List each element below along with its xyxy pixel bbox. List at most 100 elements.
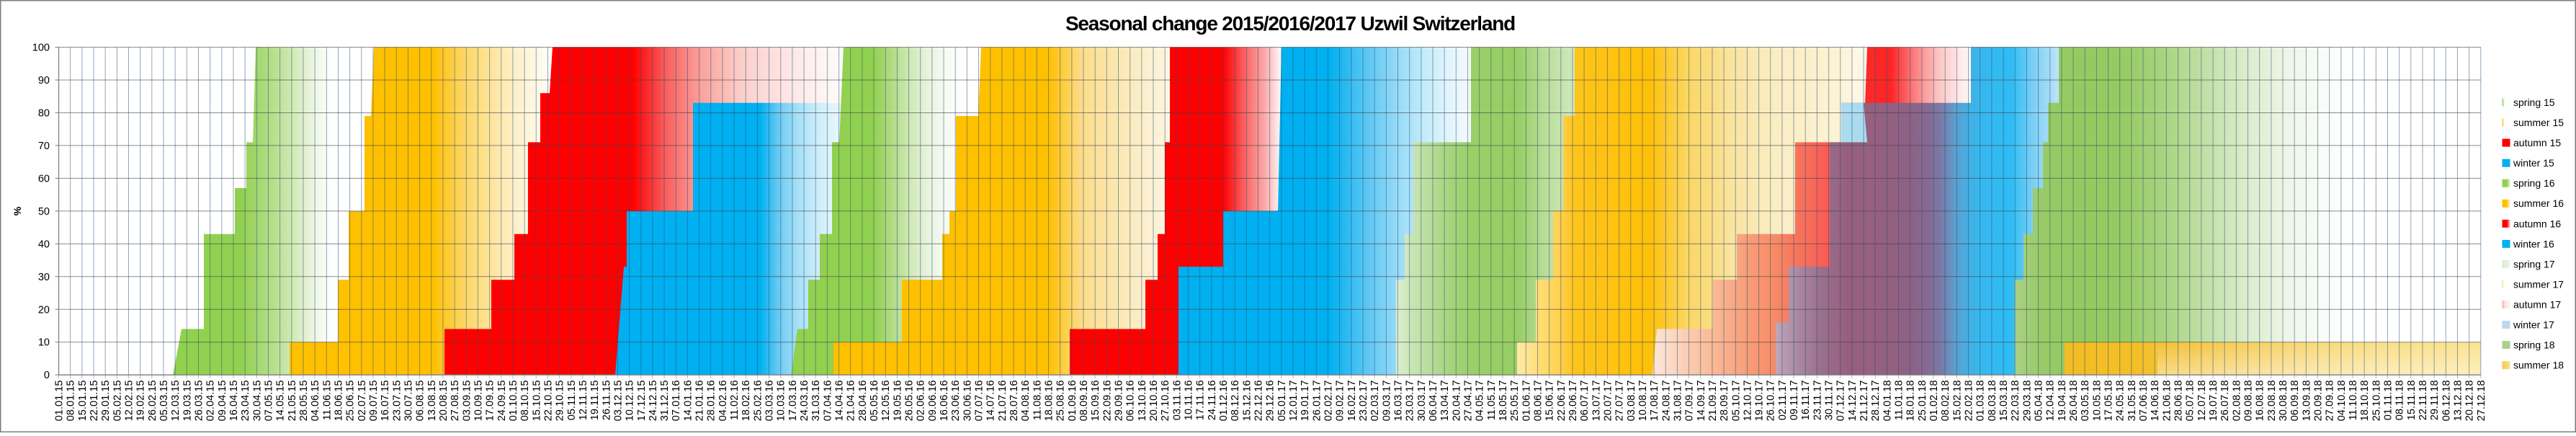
svg-text:04.05.17: 04.05.17 <box>1475 381 1486 422</box>
svg-text:30.03.17: 30.03.17 <box>1416 381 1428 422</box>
svg-text:19.01.17: 19.01.17 <box>1300 381 1311 422</box>
svg-text:30.04.15: 30.04.15 <box>251 381 263 422</box>
svg-text:07.01.16: 07.01.16 <box>671 381 682 422</box>
svg-text:27.12.18: 27.12.18 <box>2476 381 2487 422</box>
svg-text:winter 17: winter 17 <box>2513 319 2554 331</box>
svg-text:07.07.16: 07.07.16 <box>974 381 985 422</box>
svg-text:01.03.18: 01.03.18 <box>1975 381 1987 422</box>
svg-text:02.07.15: 02.07.15 <box>357 381 368 422</box>
svg-text:02.03.17: 02.03.17 <box>1369 381 1381 422</box>
svg-text:18.08.16: 18.08.16 <box>1044 381 1055 422</box>
svg-text:19.03.15: 19.03.15 <box>182 381 193 422</box>
svg-text:90: 90 <box>38 75 50 86</box>
svg-text:0: 0 <box>44 370 50 381</box>
svg-text:23.07.15: 23.07.15 <box>391 381 403 422</box>
svg-text:01.01.15: 01.01.15 <box>54 381 66 422</box>
svg-text:25.05.17: 25.05.17 <box>1509 381 1521 422</box>
svg-text:28.06.18: 28.06.18 <box>2173 381 2185 422</box>
svg-text:19.05.16: 19.05.16 <box>892 381 903 422</box>
svg-text:08.09.16: 08.09.16 <box>1078 381 1090 422</box>
svg-text:09.02.17: 09.02.17 <box>1335 381 1346 422</box>
svg-text:09.03.17: 09.03.17 <box>1381 381 1392 422</box>
svg-text:11.10.18: 11.10.18 <box>2348 381 2359 421</box>
svg-text:19.11.15: 19.11.15 <box>589 381 601 421</box>
svg-text:31.03.16: 31.03.16 <box>810 381 822 422</box>
svg-text:20: 20 <box>38 304 50 316</box>
svg-text:26.05.16: 26.05.16 <box>904 381 916 422</box>
svg-text:29.03.18: 29.03.18 <box>2021 381 2033 422</box>
svg-text:23.06.16: 23.06.16 <box>950 381 962 422</box>
svg-text:15.02.18: 15.02.18 <box>1951 381 1963 422</box>
svg-text:08.10.15: 08.10.15 <box>519 381 531 422</box>
svg-text:14.09.17: 14.09.17 <box>1696 381 1707 422</box>
svg-text:06.04.17: 06.04.17 <box>1428 381 1439 422</box>
svg-text:09.06.16: 09.06.16 <box>927 381 939 422</box>
svg-text:20.04.17: 20.04.17 <box>1451 381 1462 422</box>
svg-text:22.01.15: 22.01.15 <box>89 381 100 422</box>
svg-text:20.10.16: 20.10.16 <box>1148 381 1160 422</box>
svg-text:19.07.18: 19.07.18 <box>2208 381 2219 422</box>
svg-text:08.12.16: 08.12.16 <box>1230 381 1241 422</box>
svg-text:spring 15: spring 15 <box>2513 97 2555 108</box>
svg-text:06.07.17: 06.07.17 <box>1579 381 1591 422</box>
svg-text:04.06.15: 04.06.15 <box>310 381 321 422</box>
svg-text:14.05.15: 14.05.15 <box>275 381 287 422</box>
svg-text:03.11.16: 03.11.16 <box>1171 381 1183 421</box>
svg-text:17.08.17: 17.08.17 <box>1649 381 1660 422</box>
svg-text:spring 16: spring 16 <box>2513 177 2555 189</box>
svg-text:10.08.17: 10.08.17 <box>1637 381 1649 422</box>
svg-text:31.08.17: 31.08.17 <box>1672 381 1683 422</box>
svg-text:16.04.15: 16.04.15 <box>228 381 240 422</box>
svg-text:05.05.16: 05.05.16 <box>869 381 880 422</box>
svg-text:27.10.16: 27.10.16 <box>1160 381 1171 422</box>
svg-text:14.12.17: 14.12.17 <box>1847 381 1859 422</box>
svg-text:31.05.18: 31.05.18 <box>2126 381 2138 422</box>
svg-text:autumn 15: autumn 15 <box>2513 137 2561 148</box>
svg-text:06.12.18: 06.12.18 <box>2441 381 2452 422</box>
svg-text:16.03.17: 16.03.17 <box>1392 381 1404 422</box>
svg-text:03.09.15: 03.09.15 <box>461 381 473 422</box>
svg-text:21.09.17: 21.09.17 <box>1707 381 1719 422</box>
svg-text:13.04.17: 13.04.17 <box>1439 381 1451 422</box>
svg-text:05.03.15: 05.03.15 <box>158 381 170 422</box>
svg-text:28.05.15: 28.05.15 <box>298 381 310 422</box>
svg-text:25.08.16: 25.08.16 <box>1055 381 1067 422</box>
svg-text:05.02.15: 05.02.15 <box>112 381 123 422</box>
svg-text:15.01.15: 15.01.15 <box>77 381 89 422</box>
svg-text:07.04.16: 07.04.16 <box>822 381 833 422</box>
svg-text:12.04.18: 12.04.18 <box>2045 381 2057 422</box>
svg-text:80: 80 <box>38 107 50 119</box>
svg-text:12.11.15: 12.11.15 <box>578 381 589 421</box>
svg-text:21.12.17: 21.12.17 <box>1859 381 1870 422</box>
svg-text:27.07.17: 27.07.17 <box>1614 381 1626 422</box>
svg-text:07.05.15: 07.05.15 <box>263 381 274 422</box>
svg-text:12.02.15: 12.02.15 <box>123 381 135 422</box>
svg-text:28.12.17: 28.12.17 <box>1870 381 1882 422</box>
svg-text:04.08.16: 04.08.16 <box>1020 381 1032 422</box>
svg-text:10: 10 <box>38 337 50 349</box>
svg-text:12.05.16: 12.05.16 <box>880 381 892 422</box>
svg-text:14.01.16: 14.01.16 <box>682 381 694 422</box>
svg-text:17.12.15: 17.12.15 <box>636 381 648 422</box>
svg-text:27.08.15: 27.08.15 <box>450 381 461 422</box>
svg-text:%: % <box>12 206 23 215</box>
svg-text:21.01.16: 21.01.16 <box>694 381 706 422</box>
svg-text:29.06.17: 29.06.17 <box>1567 381 1579 422</box>
svg-text:25.06.15: 25.06.15 <box>345 381 357 422</box>
svg-text:70: 70 <box>38 141 50 152</box>
svg-text:summer 17: summer 17 <box>2513 279 2564 290</box>
svg-text:15.03.18: 15.03.18 <box>1998 381 2010 422</box>
svg-text:15.11.18: 15.11.18 <box>2406 381 2418 421</box>
svg-text:15.12.16: 15.12.16 <box>1241 381 1253 422</box>
svg-text:26.04.18: 26.04.18 <box>2068 381 2080 422</box>
svg-text:30.06.16: 30.06.16 <box>962 381 973 422</box>
svg-text:23.02.17: 23.02.17 <box>1358 381 1369 422</box>
svg-text:24.12.15: 24.12.15 <box>648 381 659 422</box>
svg-text:03.05.18: 03.05.18 <box>2080 381 2091 422</box>
svg-text:21.06.18: 21.06.18 <box>2161 381 2173 422</box>
svg-text:05.11.15: 05.11.15 <box>566 381 578 421</box>
svg-text:07.12.17: 07.12.17 <box>1835 381 1847 422</box>
svg-text:17.11.16: 17.11.16 <box>1195 381 1207 421</box>
svg-text:09.11.17: 09.11.17 <box>1789 381 1800 421</box>
svg-text:60: 60 <box>38 173 50 184</box>
